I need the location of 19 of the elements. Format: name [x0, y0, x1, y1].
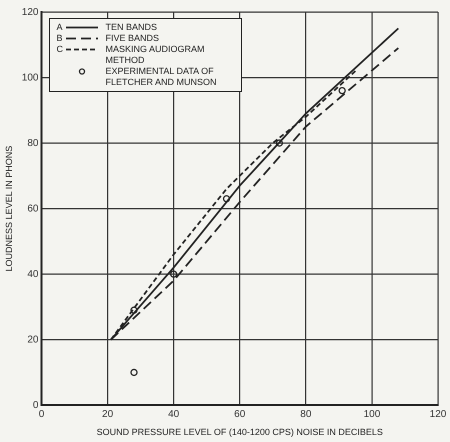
- text: A TEN BANDS: [56, 22, 157, 32]
- x-tick-label: 100: [364, 408, 381, 420]
- x-tick-label: 80: [300, 408, 312, 420]
- legend-label: EXPERIMENTAL DATA OF FLETCHER AND MUNSON: [105, 66, 218, 88]
- x-axis-title: SOUND PRESSURE LEVEL OF (140-1200 CPS) NOISE IN DECIBELS: [96, 427, 383, 438]
- y-tick-label: 120: [22, 6, 39, 18]
- x-tick-label: 120: [430, 408, 447, 420]
- y-tick-label: 20: [27, 334, 39, 346]
- text: B FIVE BANDS: [56, 33, 159, 43]
- y-tick-label: 80: [27, 138, 39, 149]
- x-tick-label: 40: [168, 408, 180, 420]
- y-tick-label: 40: [27, 268, 39, 280]
- y-axis-title: LOUDNESS LEVEL IN PHONS: [4, 146, 14, 272]
- x-tick-label: 60: [234, 408, 246, 420]
- text: C MASKING AUDIOGRAM METHOD: [56, 44, 204, 65]
- y-tick-label: 60: [27, 203, 39, 214]
- y-tick-label: 0: [32, 400, 39, 411]
- y-tick-label: 100: [22, 72, 39, 84]
- x-tick-label: 20: [102, 408, 114, 420]
